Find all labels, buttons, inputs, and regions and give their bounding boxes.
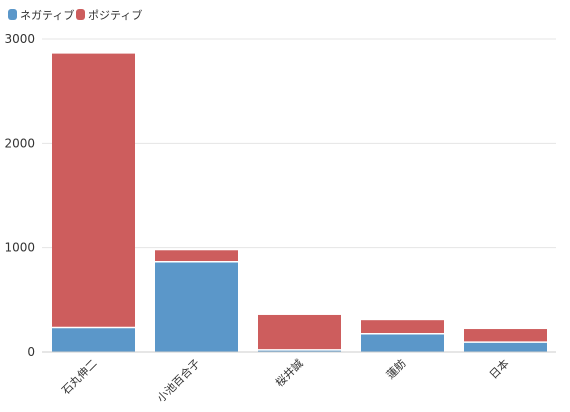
bar-positive-2[interactable] [258, 314, 341, 350]
legend: ネガティブ ポジティブ [8, 8, 142, 22]
y-tick-label: 1000 [4, 241, 35, 255]
bar-negative-4[interactable] [464, 342, 547, 352]
bar-positive-1[interactable] [155, 250, 238, 262]
x-category-label: 蓮舫 [383, 356, 408, 381]
y-tick-label: 2000 [4, 136, 35, 150]
bar-negative-0[interactable] [52, 327, 135, 352]
bar-negative-1[interactable] [155, 261, 238, 352]
legend-swatch-negative[interactable] [8, 9, 17, 20]
legend-swatch-positive[interactable] [76, 9, 85, 20]
legend-label-negative[interactable]: ネガティブ [20, 8, 74, 22]
bar-positive-0[interactable] [52, 53, 135, 328]
y-tick-label: 0 [27, 345, 35, 359]
bars [52, 53, 547, 352]
x-category-label: 石丸伸二 [59, 357, 99, 397]
legend-label-positive[interactable]: ポジティブ [88, 8, 142, 22]
bar-positive-3[interactable] [361, 320, 444, 334]
x-category-label: 桜井誠 [272, 356, 305, 389]
y-tick-label: 3000 [4, 32, 35, 46]
x-category-label: 日本 [486, 356, 511, 381]
bar-negative-3[interactable] [361, 333, 444, 352]
bar-negative-2[interactable] [258, 349, 341, 352]
x-category-label: 小池百合子 [154, 356, 203, 405]
bar-positive-4[interactable] [464, 329, 547, 343]
